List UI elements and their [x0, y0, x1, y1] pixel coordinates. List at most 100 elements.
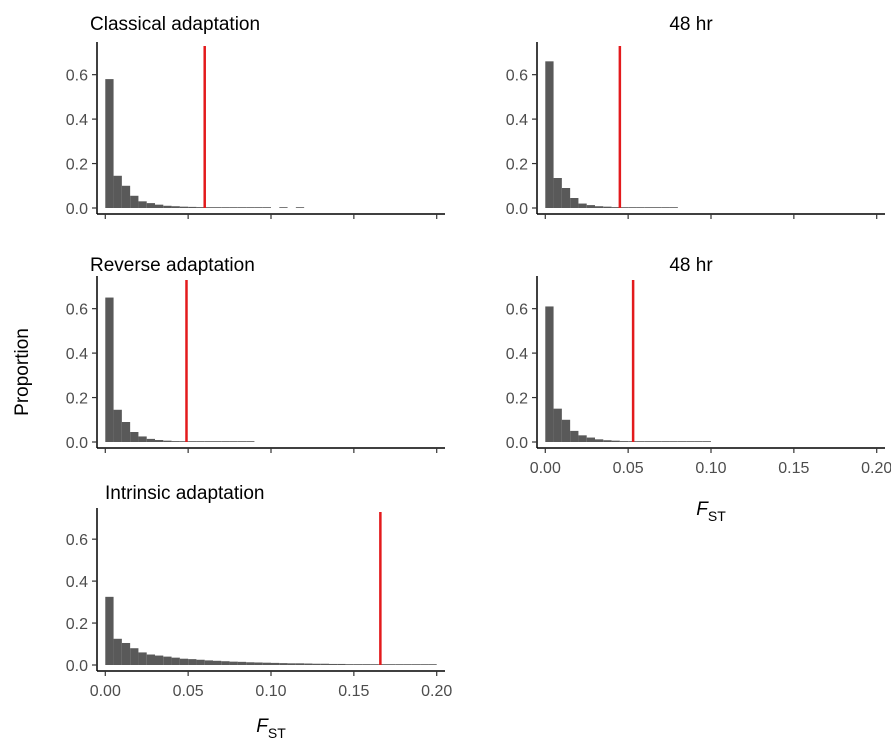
panel-4-y-tick-label: 0.6 — [506, 302, 528, 319]
panel-4-title: 48 hr — [669, 255, 713, 276]
panel-1-bar — [237, 207, 247, 208]
panel-1-bar — [130, 195, 139, 208]
panel-4-y-tick-label: 0.4 — [506, 346, 528, 363]
panel-4-bar — [545, 306, 554, 442]
panel-1-bar — [221, 207, 230, 208]
panel-3-bar — [105, 297, 114, 442]
panel-5-y-tick-label: 0.4 — [66, 574, 88, 591]
panel-1-bar — [188, 206, 197, 208]
panel-4-bar — [553, 408, 562, 442]
panel-4-bar — [586, 437, 595, 442]
panel-2-bar — [586, 205, 595, 208]
panel-5-bar — [262, 662, 271, 665]
panel-4-bar — [644, 441, 653, 442]
panel-2-bar — [669, 207, 678, 208]
panel-3-y-tick-label: 0.4 — [66, 346, 88, 363]
panel-5-bar — [304, 663, 313, 665]
panel-4-bar — [694, 441, 703, 442]
panel-2-bar — [561, 188, 571, 208]
panel-1-title: Classical adaptation — [90, 14, 260, 35]
panel-4-y-tick-label: 0.0 — [506, 435, 528, 452]
panel-5-x-tick-label: 0.10 — [255, 683, 286, 700]
panel-4-bar — [686, 441, 695, 442]
panel-3-bar — [246, 441, 255, 442]
panel-5-x-tick-label: 0.20 — [421, 683, 452, 700]
panel-2-bar — [619, 207, 629, 208]
panel-5-bar — [287, 663, 296, 665]
panel-5-bar — [113, 638, 122, 665]
y-axis-label: Proportion — [12, 328, 33, 416]
panel-3: Reverse adaptation 0.0 0.2 0.4 0.6 — [66, 255, 445, 453]
panel-2-bar — [644, 207, 653, 208]
panel-5-x-tick-label: 0.00 — [90, 683, 121, 700]
panel-5-bar — [196, 659, 205, 665]
panel-3-y-tick-label: 0.2 — [66, 391, 88, 408]
panel-5-bar — [130, 648, 139, 665]
panel-2-y-tick-label: 0.0 — [506, 201, 528, 218]
panel-5-x-tick-label: 0.05 — [173, 683, 204, 700]
panel-4-bar — [636, 441, 645, 442]
x-axis-label-bottom-sub: ST — [268, 725, 286, 741]
panel-3-bar — [188, 441, 197, 442]
panel-1-bar — [213, 207, 222, 208]
panel-5-bar — [138, 652, 147, 665]
x-axis-label-bottom-main: F — [256, 716, 269, 737]
panel-5-bar — [121, 642, 131, 665]
panel-4: 48 hr 0.0 0.2 0.4 0.6 0.00 0.05 0.10 0.15 0.20 — [506, 255, 891, 477]
panel-1-y-tick-label: 0.6 — [66, 68, 88, 85]
panel-4-bar — [561, 419, 571, 442]
x-axis-label-right-sub: ST — [708, 508, 726, 524]
panel-4-bar — [578, 435, 587, 442]
panel-5-bar — [179, 658, 189, 665]
panel-5-bar — [345, 664, 354, 665]
panel-5-bar — [254, 662, 263, 665]
panel-2-y-tick-label: 0.6 — [506, 68, 528, 85]
panel-4-bar — [653, 441, 662, 442]
panel-4-y-tick-label: 0.2 — [506, 391, 528, 408]
panel-1-bar — [179, 206, 189, 208]
panel-3-bar — [130, 432, 139, 442]
panel-3-y-tick-label: 0.6 — [66, 302, 88, 319]
panel-4-bar — [570, 430, 579, 442]
panel-2-bar — [570, 198, 579, 208]
panel-5-bar — [271, 662, 280, 665]
panel-2-bar — [595, 206, 604, 208]
panel-5-bar — [329, 663, 338, 665]
panel-3-bar — [121, 422, 131, 442]
panel-4-x-tick-label: 0.10 — [695, 460, 726, 477]
panel-2-bar — [611, 207, 620, 208]
panel-5: Intrinsic adaptation 0.0 0.2 0.4 0.6 0.00 0.05… — [66, 483, 453, 700]
panel-5-bar — [411, 664, 421, 665]
panel-3-title: Reverse adaptation — [90, 255, 255, 276]
panel-5-bar — [295, 663, 305, 665]
panel-5-bar — [428, 664, 437, 665]
panel-1: Classical adaptation 0.0 0.2 0.4 0.6 — [66, 14, 445, 219]
panel-2: 48 hr 0.0 0.2 0.4 0.6 — [506, 14, 885, 219]
panel-1-bar — [246, 207, 255, 208]
panel-1-bar — [113, 175, 122, 208]
panel-3-bar — [204, 441, 213, 442]
panel-3-bar — [171, 441, 180, 442]
panel-1-bar — [204, 207, 213, 208]
panel-3-bar — [113, 409, 122, 442]
panel-5-bar — [163, 656, 172, 665]
panel-5-bar — [155, 655, 164, 665]
panel-5-bar — [279, 663, 288, 665]
panel-5-bar — [237, 661, 247, 665]
panel-4-bar — [702, 441, 711, 442]
panel-5-bar — [188, 659, 197, 665]
panel-2-bar — [603, 206, 612, 208]
x-axis-label-bottom: FST — [256, 716, 286, 741]
panel-5-bar — [395, 664, 404, 665]
panel-5-title: Intrinsic adaptation — [105, 483, 265, 504]
panel-4-bar — [619, 441, 629, 442]
panel-1-bar — [254, 207, 263, 208]
panel-2-bar — [661, 207, 670, 208]
panel-5-bar — [213, 660, 222, 665]
panel-5-y-tick-label: 0.2 — [66, 616, 88, 633]
panel-5-bar — [362, 664, 371, 665]
panel-1-y-tick-label: 0.4 — [66, 112, 88, 129]
x-axis-label-right-main: F — [696, 499, 709, 520]
panel-5-bar — [378, 664, 387, 665]
